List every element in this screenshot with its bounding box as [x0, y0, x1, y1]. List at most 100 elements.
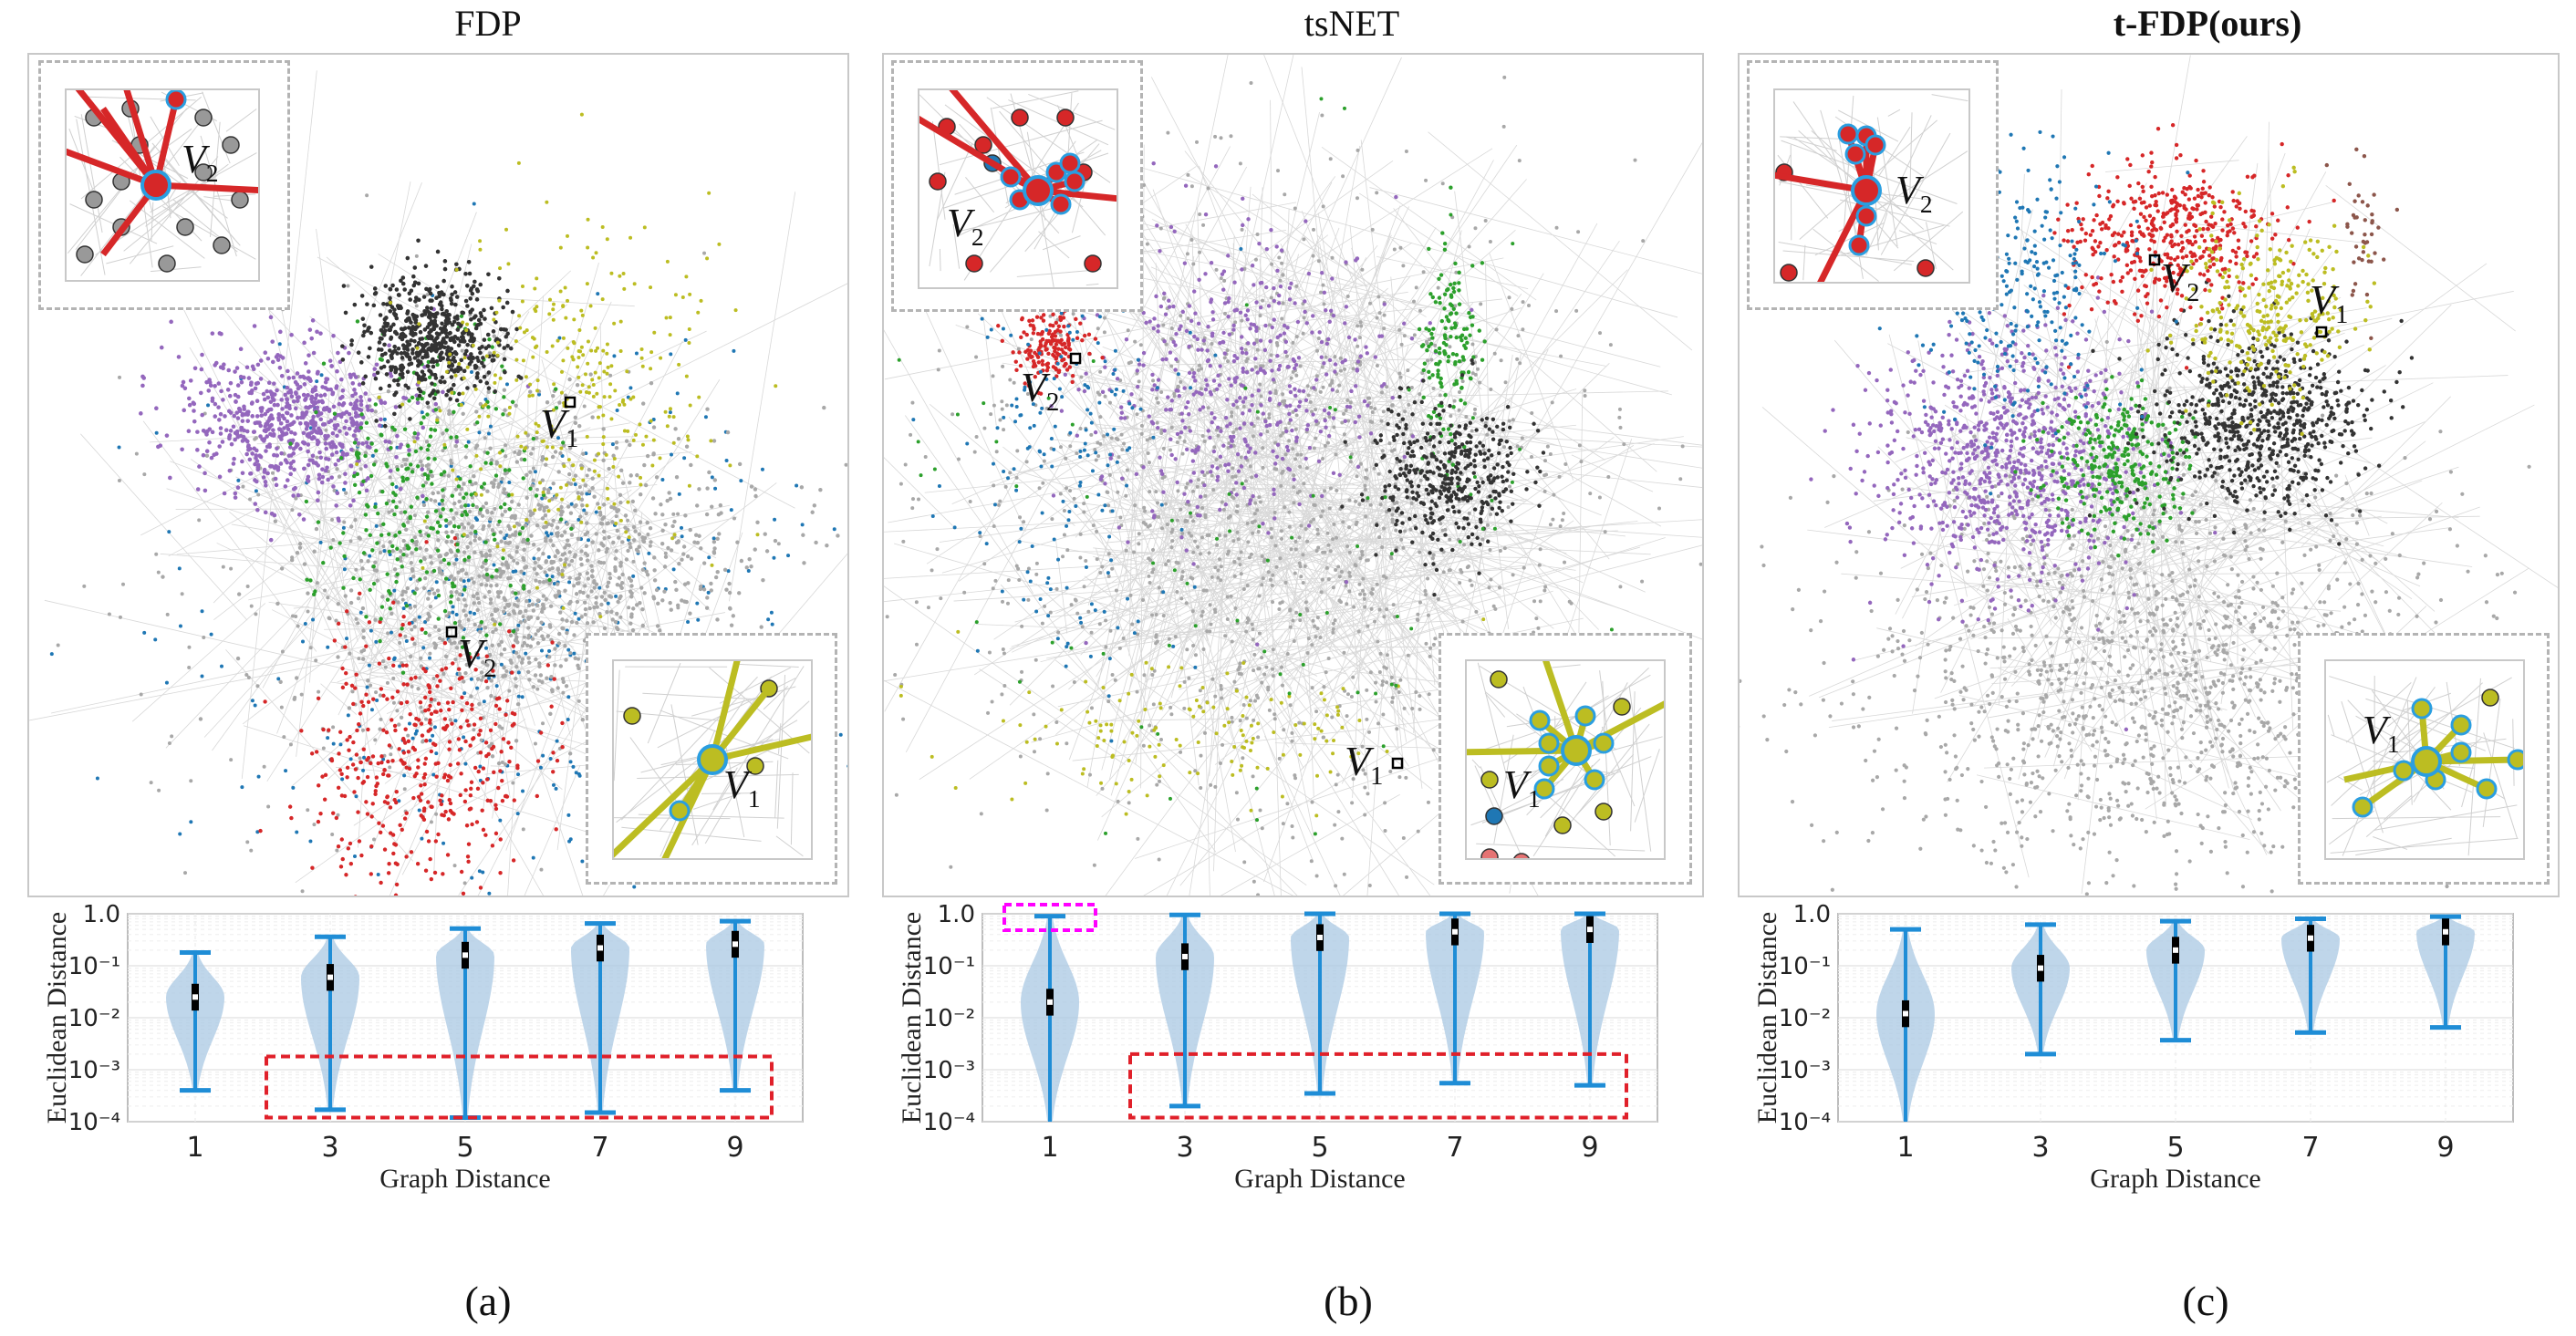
inset-hub-node: [2411, 746, 2442, 777]
y-tick-label: 10⁻⁴: [923, 1109, 975, 1136]
tfdp-inset-v2: V2: [1747, 60, 1999, 310]
x-tick-label: 3: [321, 1132, 338, 1164]
y-tick-label: 10⁻³: [68, 1057, 120, 1084]
inset-neighbor-nodes: [1000, 152, 1085, 215]
inset-hub-edges: [67, 90, 258, 257]
highlight-box-magenta: [1002, 903, 1097, 932]
violin-median-marker: [732, 941, 738, 948]
x-tick-label: 5: [2166, 1132, 2184, 1164]
tsnet-scatter: V2 V1: [884, 55, 1702, 896]
tfdp-v2-marker: [2148, 254, 2161, 266]
x-tick-label: 9: [2436, 1132, 2454, 1164]
fdp-v2-label: V2: [458, 630, 496, 683]
violin-median-marker: [192, 994, 198, 1000]
fdp-layout-plot: V1 V2 V2 V1: [27, 53, 849, 897]
inset-neighbor-nodes: [1529, 705, 1615, 800]
x-axis-label: Graph Distance: [379, 1164, 550, 1194]
violin-median-marker: [597, 945, 603, 951]
x-tick-label: 1: [186, 1132, 203, 1164]
tsnet-points: [885, 75, 1702, 896]
y-tick-label: 10⁻²: [68, 1005, 120, 1032]
inset-node-label: V2: [182, 137, 219, 187]
y-axis-label: Euclidean Distance: [42, 912, 72, 1124]
inset-neighbor-nodes: [669, 800, 691, 822]
tfdp-inset-v2-graph: V2: [1775, 94, 1968, 282]
tfdp-inset-v1-graph: V1: [2326, 676, 2523, 856]
inset-background-nodes: [2481, 689, 2499, 707]
y-tick-label: 10⁻¹: [1779, 953, 1831, 980]
violin-median-marker: [1317, 934, 1323, 940]
panel-title-fdp: FDP: [454, 3, 522, 44]
inset-neighbor-nodes: [1837, 123, 1886, 256]
tfdp-v1-label: V1: [2310, 276, 2348, 329]
tfdp-inset-v1: V1: [2298, 633, 2550, 885]
tsnet-v1-marker: [1391, 757, 1404, 770]
highlight-box-red: [1128, 1051, 1628, 1120]
fdp-inset-v1-graph: V1: [614, 661, 811, 858]
violin-median-marker: [327, 974, 333, 980]
inset-hub-node: [1561, 735, 1592, 766]
x-tick-label: 3: [1176, 1132, 1193, 1164]
y-tick-label: 10⁻¹: [68, 953, 120, 980]
tsnet-inset-v2-graph: V2: [919, 90, 1117, 287]
x-axis-label: Graph Distance: [1234, 1164, 1405, 1194]
violin-median-marker: [1452, 928, 1458, 935]
fdp-inset-v2-graph: V2: [67, 90, 258, 276]
inset-hub-node: [1851, 175, 1882, 206]
inset-background-nodes: [76, 99, 249, 273]
violin-median-marker: [2308, 935, 2313, 941]
tsnet-inset-v1: V1: [1439, 633, 1692, 885]
y-tick-label: 10⁻²: [1779, 1005, 1831, 1032]
tsnet-inset-v2: V2: [891, 60, 1143, 312]
violin-median-marker: [1587, 927, 1593, 933]
fdp-inset-v2: V2: [38, 60, 290, 310]
x-tick-label: 7: [2301, 1132, 2319, 1164]
x-tick-label: 7: [1446, 1132, 1463, 1164]
x-tick-label: 9: [726, 1132, 743, 1164]
x-tick-label: 5: [1311, 1132, 1328, 1164]
y-tick-label: 1.0: [83, 903, 120, 928]
fdp-violin-chart: 10⁻⁴ 10⁻³ 10⁻² 10⁻¹ 1.0 Euclidean Distance 1 3 5…: [27, 901, 848, 1272]
violin-median-marker: [1047, 999, 1053, 1005]
highlight-box-red: [265, 1054, 774, 1120]
tfdp-violin-chart: 10⁻⁴ 10⁻³ 10⁻² 10⁻¹ 1.0 Euclidean Distance 1 3 5…: [1738, 901, 2559, 1272]
inset-node-label: V1: [1503, 762, 1541, 813]
x-tick-label: 7: [591, 1132, 608, 1164]
violin-median-marker: [2038, 965, 2043, 971]
y-tick-label: 10⁻³: [923, 1057, 975, 1084]
inset-node-label: V2: [1896, 168, 1933, 218]
y-tick-label: 10⁻¹: [923, 953, 975, 980]
tfdp-v1-marker: [2315, 326, 2328, 338]
caption-c: (c): [2182, 1278, 2229, 1324]
inset-node-label: V1: [2363, 708, 2400, 758]
panel-title-tsnet: tsNET: [1304, 3, 1400, 44]
inset-background-nodes: [1480, 670, 1631, 858]
tsnet-inset-v1-graph: V1: [1467, 661, 1664, 858]
x-tick-label: 1: [1896, 1132, 1914, 1164]
x-tick-label: 3: [2031, 1132, 2049, 1164]
violin-median-marker: [1903, 1010, 1908, 1017]
inset-node-label: V1: [723, 762, 761, 813]
fdp-scatter: V1 V2: [29, 70, 847, 896]
caption-a: (a): [464, 1278, 512, 1324]
violin-median-marker: [2173, 947, 2178, 953]
x-axis-label: Graph Distance: [2090, 1164, 2260, 1194]
y-tick-label: 10⁻⁴: [68, 1109, 120, 1136]
y-tick-label: 10⁻⁴: [1779, 1109, 1831, 1136]
x-tick-label: 9: [1581, 1132, 1598, 1164]
x-tick-label: 1: [1041, 1132, 1058, 1164]
x-tick-label: 5: [456, 1132, 473, 1164]
fdp-v1-label: V1: [540, 400, 578, 453]
fdp-v1-marker: [564, 396, 576, 409]
violin-median-marker: [1182, 953, 1188, 959]
y-tick-label: 10⁻²: [923, 1005, 975, 1032]
fdp-v2-marker: [445, 626, 458, 638]
inset-neighbor-nodes: [2352, 698, 2523, 818]
tfdp-points: [1740, 122, 2546, 896]
tsnet-violin-chart: 10⁻⁴ 10⁻³ 10⁻² 10⁻¹ 1.0 Euclidean Distance 1 3 5…: [882, 901, 1703, 1272]
inset-hub-node: [1023, 175, 1054, 206]
fdp-inset-v1: V1: [586, 633, 837, 885]
tsnet-v1-label: V1: [1345, 738, 1383, 791]
tsnet-v2-marker: [1069, 352, 1082, 365]
violin-median-marker: [2443, 928, 2448, 935]
